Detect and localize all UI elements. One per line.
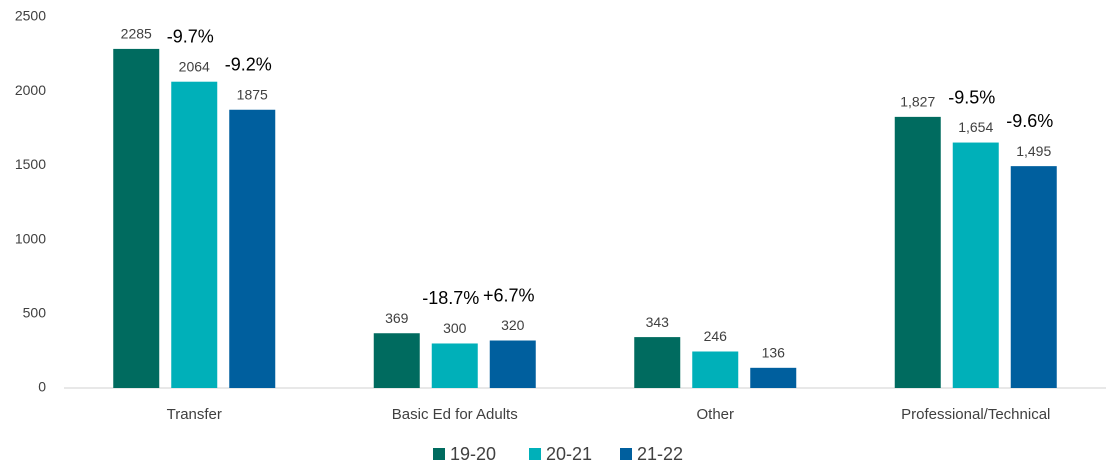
bar: [692, 351, 739, 388]
value-label: 300: [443, 320, 467, 336]
value-label: 1,654: [958, 119, 993, 135]
bar: [171, 81, 218, 389]
x-tick-label: Other: [696, 406, 734, 423]
change-annotation: -9.2%: [225, 55, 272, 75]
value-label: 2285: [121, 26, 152, 42]
value-label: 136: [762, 345, 786, 361]
value-label: 2064: [179, 58, 210, 74]
legend-swatch: [433, 448, 445, 460]
y-tick-label: 0: [38, 379, 46, 395]
bar: [373, 333, 420, 388]
legend-swatch: [620, 448, 632, 460]
value-label: 1875: [237, 86, 268, 102]
change-annotation: -9.6%: [1006, 111, 1053, 131]
bar: [894, 116, 941, 388]
value-label: 1,495: [1016, 143, 1051, 159]
y-tick-label: 2500: [15, 8, 46, 24]
x-tick-label: Transfer: [167, 406, 222, 423]
bar: [634, 337, 681, 388]
value-label: 320: [501, 317, 525, 333]
bar: [431, 343, 478, 388]
value-label: 246: [704, 328, 728, 344]
value-label: 343: [646, 314, 670, 330]
bar: [1010, 166, 1057, 388]
y-tick-label: 2000: [15, 82, 46, 98]
legend-label: 20-21: [546, 444, 592, 464]
change-annotation: -9.5%: [948, 87, 995, 107]
y-tick-label: 1500: [15, 156, 46, 172]
legend-label: 19-20: [450, 444, 496, 464]
value-label: 1,827: [900, 94, 935, 110]
bar: [750, 367, 797, 388]
x-tick-label: Basic Ed for Adults: [392, 406, 518, 423]
change-annotation: +6.7%: [483, 285, 535, 305]
x-tick-label: Professional/Technical: [901, 406, 1050, 423]
y-tick-label: 1000: [15, 230, 46, 246]
bar: [113, 48, 160, 388]
bar: [489, 340, 536, 388]
bar: [952, 142, 999, 388]
bar: [229, 109, 276, 388]
change-annotation: -9.7%: [167, 26, 214, 46]
y-tick-label: 500: [23, 305, 47, 321]
legend-label: 21-22: [637, 444, 683, 464]
value-label: 369: [385, 310, 409, 326]
change-annotation: -18.7%: [422, 288, 479, 308]
legend-swatch: [529, 448, 541, 460]
